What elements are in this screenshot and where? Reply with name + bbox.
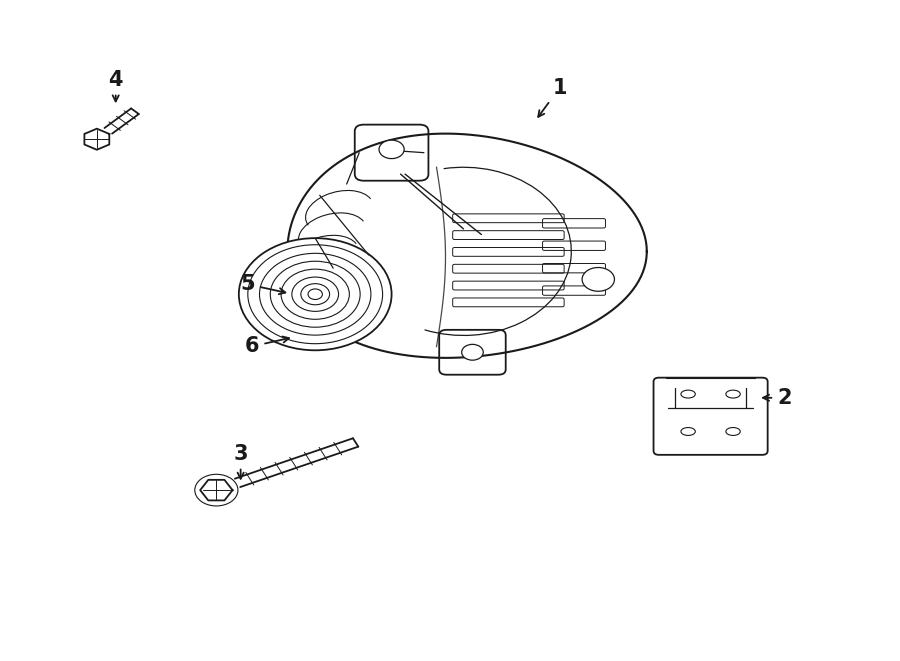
Circle shape: [379, 140, 404, 159]
Polygon shape: [85, 129, 109, 150]
Circle shape: [462, 344, 483, 360]
Polygon shape: [200, 480, 232, 500]
Circle shape: [238, 238, 392, 350]
Text: 5: 5: [240, 274, 285, 294]
Ellipse shape: [726, 428, 741, 436]
Text: 3: 3: [233, 444, 248, 479]
Text: 1: 1: [538, 78, 567, 117]
Text: 6: 6: [245, 336, 289, 356]
Text: 4: 4: [109, 70, 123, 101]
Ellipse shape: [681, 428, 696, 436]
Ellipse shape: [726, 390, 741, 398]
Circle shape: [582, 268, 615, 292]
Text: 2: 2: [763, 388, 791, 408]
Ellipse shape: [681, 390, 696, 398]
